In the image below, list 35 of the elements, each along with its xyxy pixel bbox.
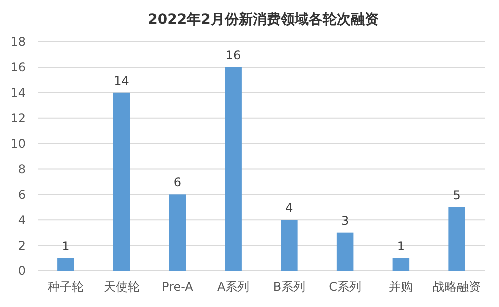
- x-tick-label: C系列: [329, 280, 362, 294]
- x-tick-label: Pre-A: [162, 280, 194, 294]
- y-tick-label: 0: [18, 264, 26, 278]
- data-label: 14: [114, 74, 130, 88]
- bar: [336, 232, 354, 271]
- y-tick-label: 2: [18, 238, 26, 253]
- bar: [281, 220, 298, 271]
- y-tick-label: 10: [10, 136, 26, 151]
- y-tick-label: 4: [18, 213, 26, 228]
- x-tick-label: 并购: [389, 280, 414, 294]
- bar: [58, 258, 74, 271]
- data-label: 1: [397, 239, 406, 254]
- y-tick-label: 8: [18, 162, 26, 176]
- bar: [448, 207, 466, 271]
- bar: [225, 67, 242, 271]
- bar: [392, 258, 410, 271]
- chart-title: 2022年2月份新消费领域各轮次融资: [148, 11, 379, 28]
- y-tick-label: 14: [10, 86, 26, 100]
- x-tick-label: 战略融资: [433, 280, 482, 294]
- y-tick-label: 18: [10, 35, 26, 50]
- data-label: 6: [174, 176, 182, 190]
- y-tick-label: 12: [10, 112, 26, 126]
- bar: [113, 92, 130, 271]
- data-label: 1: [62, 239, 70, 254]
- data-label: 4: [286, 201, 294, 216]
- data-label: 3: [341, 214, 350, 228]
- x-tick-label: 天使轮: [104, 280, 140, 294]
- data-label: 5: [453, 188, 461, 202]
- x-tick-label: B系列: [273, 280, 306, 294]
- data-label: 16: [226, 48, 242, 62]
- bar: [169, 194, 186, 271]
- x-tick-label: 种子轮: [48, 280, 84, 294]
- y-tick-label: 6: [18, 188, 26, 202]
- y-tick-label: 16: [10, 60, 26, 75]
- x-tick-label: A系列: [217, 280, 250, 294]
